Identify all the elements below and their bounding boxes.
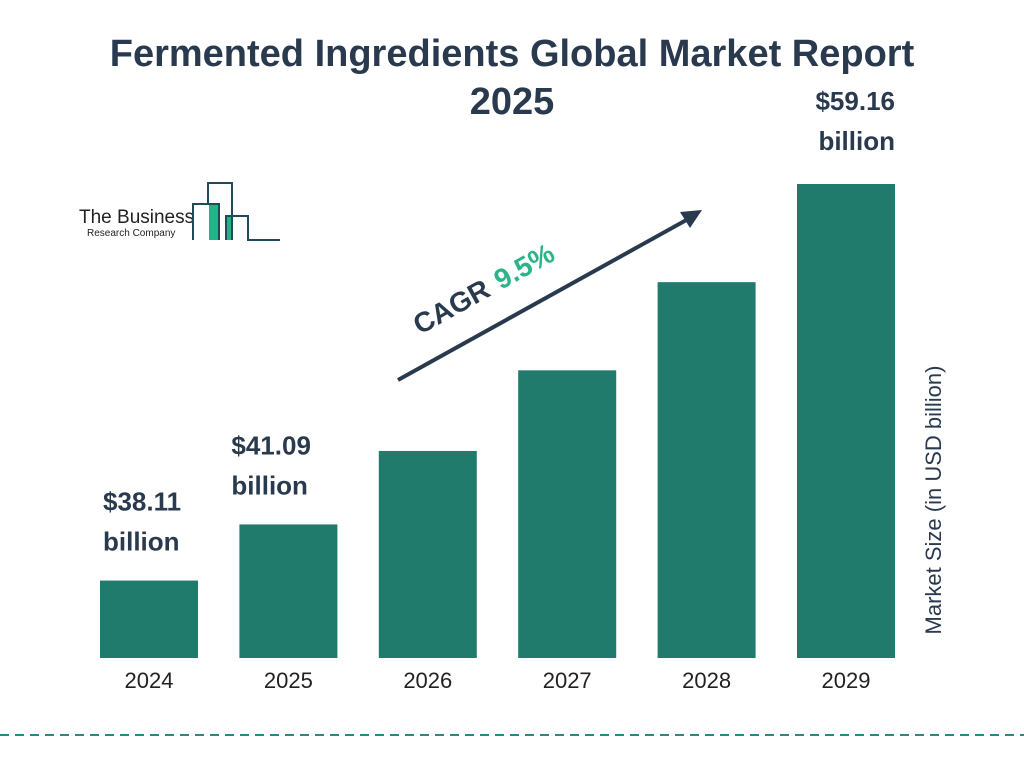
data-label-line: $41.09 xyxy=(231,430,311,460)
data-label-line: $59.16 xyxy=(815,86,895,116)
bar-2026 xyxy=(378,450,477,658)
cagr-prefix: CAGR xyxy=(408,273,495,340)
bar-2028 xyxy=(657,282,756,658)
logo-bar-2 xyxy=(227,216,233,240)
bar-2027 xyxy=(518,370,617,658)
chart-title-line-1: Fermented Ingredients Global Market Repo… xyxy=(109,33,915,75)
logo-line-2: Research Company xyxy=(87,228,175,239)
chart-title: Fermented Ingredients Global Market Repo… xyxy=(0,30,1024,126)
logo-line-1: The Business xyxy=(79,207,194,228)
logo: The Business Research Company xyxy=(79,182,280,241)
x-tick-label: 2027 xyxy=(543,668,592,693)
logo-bar-1 xyxy=(209,204,218,240)
cagr-annotation: CAGR9.5% xyxy=(397,210,702,382)
data-label-line: billion xyxy=(231,470,308,500)
x-tick-label: 2024 xyxy=(125,668,174,693)
cagr-arrow-line xyxy=(397,216,691,382)
bar-2024 xyxy=(100,580,198,658)
cagr-label: CAGR9.5% xyxy=(408,237,560,340)
x-tick-label: 2025 xyxy=(264,668,313,693)
data-label-line: billion xyxy=(818,126,895,156)
x-tick-label: 2028 xyxy=(682,668,731,693)
data-label-line: $38.11 xyxy=(103,487,181,517)
y-axis-label: Market Size (in USD billion) xyxy=(921,366,946,635)
data-label-line: billion xyxy=(103,527,180,557)
logo-outline xyxy=(192,182,280,241)
x-tick-label: 2026 xyxy=(403,668,452,693)
x-tick-label: 2029 xyxy=(822,668,871,693)
data-label-2029: $59.16 billion xyxy=(815,86,895,156)
cagr-value: 9.5% xyxy=(489,237,560,295)
data-label-2025: $41.09 billion xyxy=(231,430,311,500)
chart-title-line-2: 2025 xyxy=(469,81,555,123)
cagr-arrow-head xyxy=(680,210,702,228)
bar-2025 xyxy=(239,524,338,658)
bar-2029 xyxy=(797,184,895,658)
data-label-2024: $38.11 billion xyxy=(103,487,181,557)
